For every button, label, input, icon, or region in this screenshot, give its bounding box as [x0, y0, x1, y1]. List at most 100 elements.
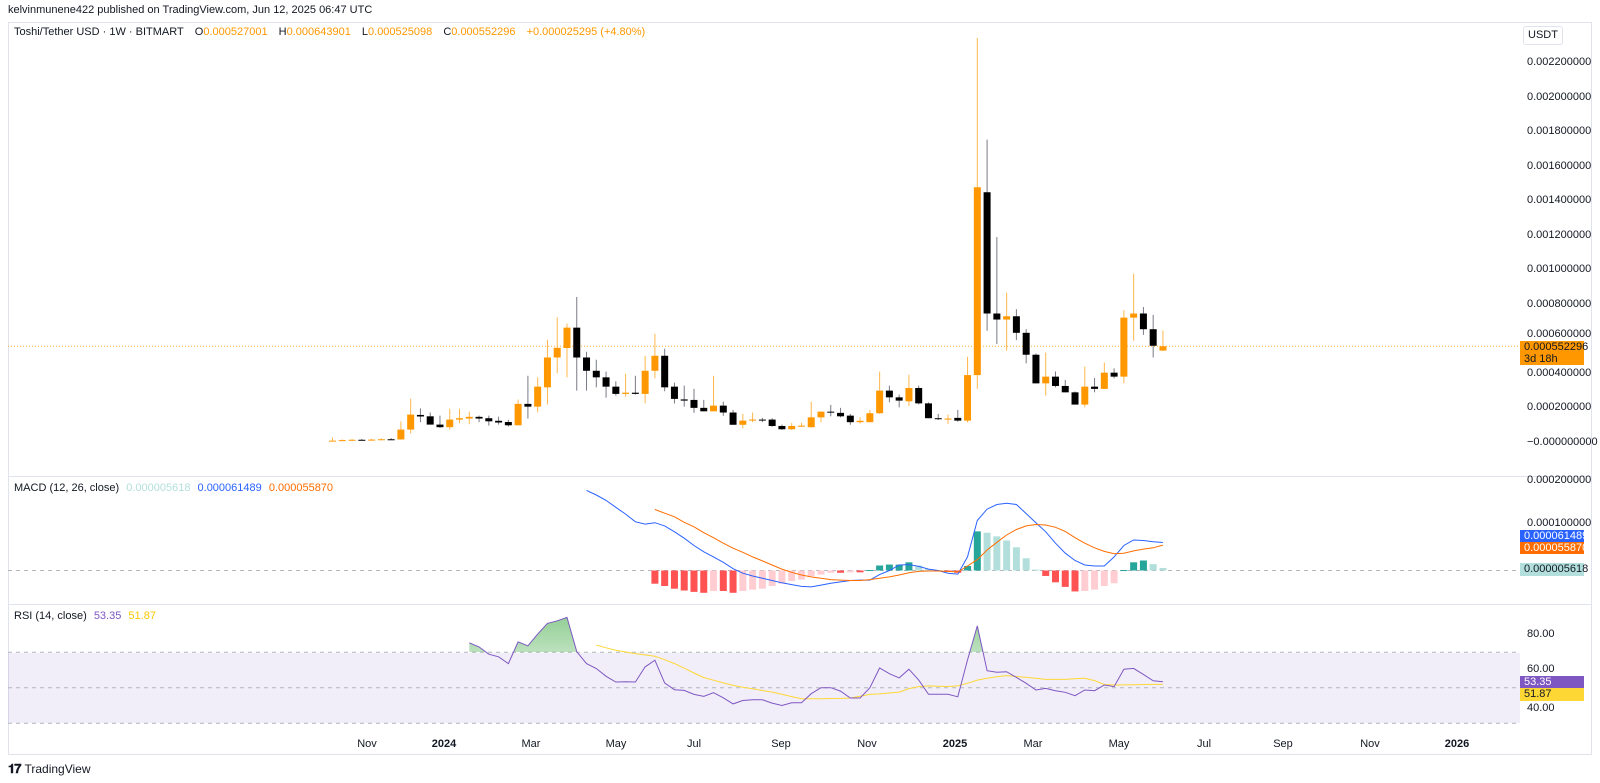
candle [700, 399, 708, 412]
rsi-axis-label: 60.00 [1527, 663, 1555, 675]
candle [592, 359, 600, 388]
candle-body [758, 419, 766, 421]
pane-separator-macd[interactable] [8, 476, 1592, 477]
macd-histogram-bar [1042, 570, 1050, 576]
candle-body [1022, 332, 1030, 355]
candle [1120, 310, 1128, 384]
change-value: +0.000025295 (+4.80%) [526, 26, 646, 38]
candle [485, 415, 493, 426]
macd-histogram-bar [1110, 570, 1118, 584]
candle-body [690, 399, 698, 408]
macd-histogram-bar [1139, 560, 1147, 571]
candle-body [485, 418, 493, 422]
rsi-overbought-fill [469, 617, 984, 653]
macd-histogram-bar [768, 570, 776, 586]
price-axis-label: 0.001600000 [1527, 159, 1592, 172]
candle-body [1139, 313, 1147, 330]
macd-histogram-bar [924, 569, 932, 571]
candle-body [661, 355, 669, 388]
candle-body [1100, 372, 1108, 389]
candle [329, 437, 336, 442]
rsi-legend[interactable]: RSI (14, close) 53.35 51.87 [14, 610, 156, 622]
candle-body [563, 327, 571, 349]
rsi-ma-value: 51.87 [128, 610, 156, 622]
macd-histogram-bar [1071, 570, 1079, 592]
symbol-legend: Toshi/Tether USD · 1W · BITMART O0.00052… [14, 26, 645, 38]
macd-axis-label: 0.000100000 [1527, 517, 1592, 529]
candle [827, 404, 835, 417]
macd-signal-value: 0.000055870 [268, 482, 334, 494]
macd-histogram-bar [1081, 570, 1089, 591]
macd-histogram-bar [964, 565, 972, 571]
candle [807, 401, 815, 428]
candle-body [387, 439, 395, 441]
candle-body [973, 187, 981, 376]
candle [407, 398, 415, 434]
rsi-value-label: 53.35 [1520, 676, 1584, 688]
macd-histogram-bar [680, 570, 688, 591]
candle-body [368, 439, 376, 441]
candle-body [837, 412, 845, 417]
macd-histogram-bar [710, 570, 718, 591]
candle [973, 37, 981, 389]
candle-body [416, 414, 424, 417]
macd-histogram-bar [749, 570, 757, 590]
macd-histogram-bar [661, 570, 669, 586]
footer-brand[interactable]: 𝟏𝟕 TradingView [8, 761, 91, 777]
price-axis-label: 0.001000000 [1527, 263, 1592, 275]
time-axis-label: May [1108, 738, 1130, 750]
time-axis-label: 2025 [942, 738, 968, 750]
candle-body [719, 405, 727, 413]
candle-body [944, 418, 952, 420]
candle-body [407, 414, 415, 430]
candle [846, 413, 854, 425]
currency-button[interactable]: USDT [1523, 26, 1563, 45]
candle-body [329, 440, 336, 442]
macd-hist-value: 0.000005618 [126, 482, 191, 494]
candle [397, 421, 405, 440]
candle [416, 408, 424, 423]
high-label: H [278, 26, 287, 38]
candle [377, 438, 385, 441]
candle [602, 371, 610, 398]
candle-body [915, 388, 923, 404]
rsi-ma-label: 51.87 [1520, 688, 1584, 701]
candle [495, 416, 503, 425]
macd-histogram-bar [1051, 570, 1059, 583]
macd-histogram-bar [651, 570, 659, 584]
price-axis-label: 0.000600000 [1527, 328, 1592, 340]
candle-body [924, 403, 932, 419]
time-axis-label: Jul [1196, 738, 1212, 750]
macd-histogram-bar [719, 570, 727, 591]
macd-histogram-bar [856, 570, 864, 573]
time-axis-label: May [605, 738, 627, 750]
candle [631, 375, 639, 395]
candle [690, 388, 698, 413]
candle-body [710, 405, 718, 412]
macd-legend[interactable]: MACD (12, 26, close) 0.000005618 0.00006… [14, 482, 333, 494]
candle [387, 438, 395, 441]
candle [670, 382, 678, 404]
candle-body [358, 439, 366, 441]
macd-histogram-bar [670, 570, 678, 589]
candle-body [553, 347, 561, 358]
price-axis-label: 0.002200000 [1527, 56, 1592, 68]
pane-separator-rsi[interactable] [8, 604, 1592, 605]
candle-body [622, 392, 630, 394]
candle [866, 409, 874, 423]
macd-histogram-bar [1032, 569, 1040, 571]
candle [797, 422, 805, 427]
candle [446, 408, 454, 430]
time-axis-label: Mar [1023, 738, 1043, 750]
candle [368, 438, 376, 441]
candle [895, 394, 903, 408]
candle [358, 438, 366, 441]
symbol-title[interactable]: Toshi/Tether USD · 1W · BITMART [14, 26, 184, 38]
candle-body [1081, 386, 1089, 405]
candle-body [583, 357, 591, 371]
price-axis-label: −0.000000000 [1527, 435, 1598, 448]
macd-line-label: 0.000061489 [1520, 530, 1588, 542]
candle-body [446, 419, 454, 428]
candle [915, 385, 923, 405]
